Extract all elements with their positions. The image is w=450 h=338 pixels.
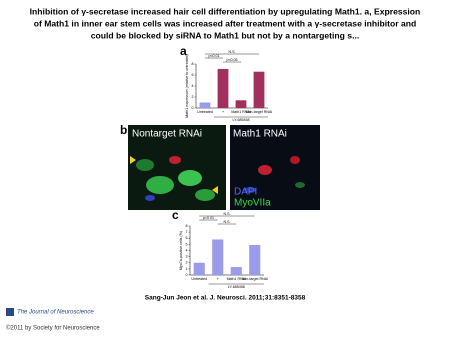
y-tick-label: 0 xyxy=(192,106,194,110)
y-tick-label: 4 xyxy=(186,248,188,252)
annotation: N.S. xyxy=(229,50,236,54)
x-tick-label: Untreated xyxy=(197,110,213,114)
copyright: ©2011 by Society for Neuroscience xyxy=(6,325,100,332)
title-line: could be blocked by siRNA to Math1 but n… xyxy=(91,30,360,40)
bar xyxy=(212,239,224,275)
y-tick-label: 2 xyxy=(192,95,194,99)
y-tick-label: 8 xyxy=(192,62,194,66)
y-tick-label: 5 xyxy=(186,242,188,246)
annotation: N.S. xyxy=(224,212,231,216)
y-tick-label: 4 xyxy=(192,84,194,88)
bar xyxy=(217,68,229,108)
panel-label: b xyxy=(120,123,127,137)
bar xyxy=(230,267,242,275)
y-tick-label: 1 xyxy=(186,267,188,271)
x-tick-label: + xyxy=(222,110,224,114)
citation: Sang-Jun Jeon et al. J. Neurosci. 2011;3… xyxy=(145,295,306,302)
bar xyxy=(249,244,261,275)
y-axis-label: Math1 expression (relative to untreated) xyxy=(185,54,189,118)
micrograph: Math1 RNAi DAPI MyoVIIa xyxy=(230,125,320,210)
title-line: of Math1 in inner ear stem cells was inc… xyxy=(34,18,417,28)
annotation: p<0.01 xyxy=(203,216,214,220)
x-tick-label: Math1 RNAi xyxy=(227,277,247,281)
y-tick-label: 0 xyxy=(186,273,188,277)
group-label: LY-685458 xyxy=(233,118,250,122)
y-tick-label: 8 xyxy=(186,224,188,228)
x-tick-label: Math1 RNAi xyxy=(231,110,251,114)
x-tick-label: Non-target RNAi xyxy=(242,277,269,281)
journal-name: The Journal of Neuroscience xyxy=(17,310,94,316)
image-label: Math1 RNAi xyxy=(233,129,287,140)
bar xyxy=(253,71,265,108)
x-tick-label: Untreated xyxy=(191,277,207,281)
stain-label: MyoVIIa xyxy=(234,198,271,209)
y-tick-label: 7 xyxy=(186,230,188,234)
group-label: LY-685458 xyxy=(228,285,245,289)
panel-label: c xyxy=(172,208,179,222)
y-tick-label: 6 xyxy=(186,236,188,240)
bar xyxy=(193,262,205,275)
image-label: Nontarget RNAi xyxy=(132,129,202,140)
panel-label: a xyxy=(180,44,187,58)
y-axis-label: Myo7a-positive cells (%) xyxy=(179,231,183,270)
bar xyxy=(235,100,247,108)
annotation: N.S. xyxy=(224,220,231,224)
stain-label: DAPI xyxy=(234,187,257,198)
title-line: Inhibition of γ-secretase increased hair… xyxy=(30,6,421,16)
journal-logo xyxy=(6,308,14,316)
x-tick-label: + xyxy=(217,277,219,281)
micrograph: Nontarget RNAi xyxy=(128,125,226,210)
annotation: p<0.01 xyxy=(208,54,219,58)
annotation: p<0.05 xyxy=(226,58,237,62)
bar xyxy=(199,102,211,108)
y-tick-label: 2 xyxy=(186,261,188,265)
x-tick-label: Non-target RNAi xyxy=(246,110,273,114)
y-tick-label: 6 xyxy=(192,73,194,77)
y-tick-label: 3 xyxy=(186,255,188,259)
